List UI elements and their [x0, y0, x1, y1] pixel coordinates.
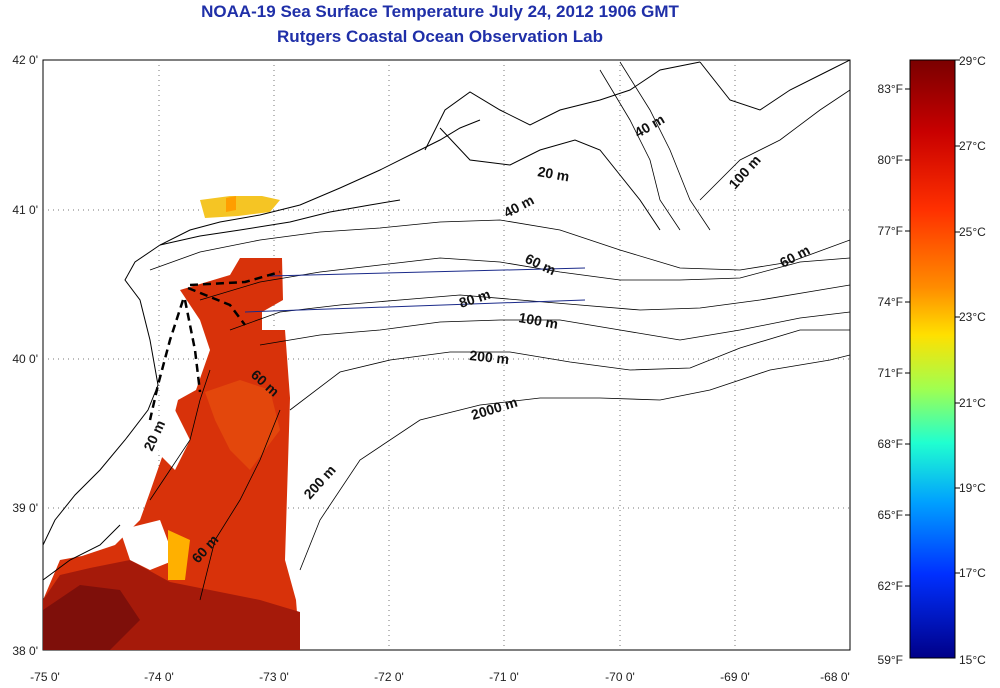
colorbar-f-label: 74°F — [878, 295, 903, 309]
sst-swath — [43, 196, 300, 650]
colorbar-c-label: 19°C — [959, 481, 986, 495]
contour-label: 20 m — [536, 163, 570, 184]
lat-label: 42 0' — [12, 53, 38, 67]
colorbar-f-label: 71°F — [878, 366, 903, 380]
lat-label: 41 0' — [12, 203, 38, 217]
colorbar-f-label: 68°F — [878, 437, 903, 451]
lon-label: -75 0' — [30, 670, 60, 684]
bathymetry-contours — [149, 61, 850, 601]
contour-label: 100 m — [517, 309, 559, 332]
lon-label: -68 0' — [820, 670, 850, 684]
colorbar-f-label: 83°F — [878, 82, 903, 96]
contour-label: 200 m — [469, 347, 510, 367]
fahrenheit-labels: 83°F 80°F 77°F 74°F 71°F 68°F 65°F 62°F … — [878, 82, 903, 667]
longitude-labels: -75 0' -74 0' -73 0' -72 0' -71 0' -70 0… — [30, 670, 850, 684]
shipping-lanes — [244, 267, 586, 313]
colorbar-ticks — [905, 59, 960, 587]
lon-label: -74 0' — [144, 670, 174, 684]
colorbar-c-label: 29°C — [959, 54, 986, 68]
colorbar-c-label: 15°C — [959, 653, 986, 667]
colorbar-c-label: 17°C — [959, 566, 986, 580]
lon-label: -71 0' — [489, 670, 519, 684]
colorbar-c-label: 23°C — [959, 310, 986, 324]
colorbar-c-label: 27°C — [959, 139, 986, 153]
celsius-labels: 29°C 27°C 25°C 23°C 21°C 19°C 17°C 15°C — [959, 54, 986, 667]
lon-label: -69 0' — [720, 670, 750, 684]
lat-label: 38 0' — [12, 644, 38, 658]
colorbar-f-label: 77°F — [878, 224, 903, 238]
lon-label: -72 0' — [374, 670, 404, 684]
lon-label: -70 0' — [605, 670, 635, 684]
latitude-labels: 42 0' 41 0' 40 0' 39 0' 38 0' — [12, 53, 38, 658]
dashed-routes — [148, 270, 281, 421]
coastline — [43, 60, 850, 581]
colorbar — [909, 59, 956, 659]
colorbar-f-label: 65°F — [878, 508, 903, 522]
map-subtitle: Rutgers Coastal Ocean Observation Lab — [277, 27, 603, 46]
colorbar-f-label: 59°F — [878, 653, 903, 667]
lat-label: 40 0' — [12, 352, 38, 366]
colorbar-f-label: 62°F — [878, 579, 903, 593]
colorbar-f-label: 80°F — [878, 153, 903, 167]
lat-label: 39 0' — [12, 501, 38, 515]
colorbar-c-label: 25°C — [959, 225, 986, 239]
map-title: NOAA-19 Sea Surface Temperature July 24,… — [201, 2, 679, 21]
lon-label: -73 0' — [259, 670, 289, 684]
colorbar-c-label: 21°C — [959, 396, 986, 410]
